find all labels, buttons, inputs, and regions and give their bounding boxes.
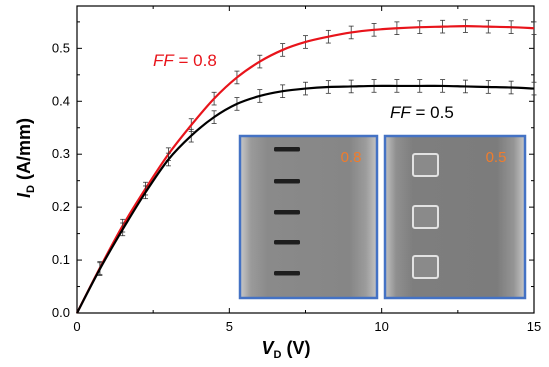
slot-mark bbox=[274, 240, 300, 245]
inset-label: 0.5 bbox=[486, 149, 507, 166]
y-axis-title: ID(A/mm) bbox=[14, 118, 37, 198]
x-tick-label: 0 bbox=[73, 319, 80, 334]
y-tick-label: 0.4 bbox=[52, 93, 70, 108]
square-mark bbox=[412, 153, 439, 177]
square-pattern bbox=[412, 153, 439, 279]
inset-frame bbox=[383, 134, 527, 300]
y-tick-label: 0.0 bbox=[52, 305, 70, 320]
square-mark bbox=[412, 255, 439, 279]
slot-mark bbox=[274, 179, 300, 184]
slot-mark bbox=[274, 147, 300, 152]
series-1 bbox=[76, 79, 537, 314]
y-tick-label: 0.3 bbox=[52, 146, 70, 161]
inset-frame bbox=[238, 134, 379, 300]
y-tick-label: 0.5 bbox=[52, 40, 70, 55]
annotation-ff-0.5: FF = 0.5 bbox=[390, 103, 454, 122]
y-tick-label: 0.2 bbox=[52, 199, 70, 214]
slot-mark bbox=[274, 271, 300, 276]
y-tick-label: 0.1 bbox=[52, 252, 70, 267]
series-line bbox=[76, 84, 535, 314]
slot-pattern bbox=[274, 147, 300, 276]
x-tick-label: 15 bbox=[527, 319, 541, 334]
x-tick-label: 10 bbox=[374, 319, 388, 334]
annotation-ff-0.8: FF = 0.8 bbox=[153, 51, 217, 70]
x-axis-title: VD (V) bbox=[262, 338, 311, 361]
square-mark bbox=[412, 205, 439, 229]
series-layer bbox=[76, 19, 537, 314]
slot-mark bbox=[274, 210, 300, 215]
inset-label: 0.8 bbox=[341, 149, 362, 166]
series-line bbox=[76, 25, 535, 314]
inset-ff-0.8: 0.8 bbox=[238, 134, 379, 300]
x-tick-label: 5 bbox=[226, 319, 233, 334]
inset-ff-0.5: 0.5 bbox=[383, 134, 527, 300]
axis-tick-labels: 0 5 10 15 0.0 0.1 0.2 0.3 0.4 0.5 bbox=[52, 40, 541, 334]
